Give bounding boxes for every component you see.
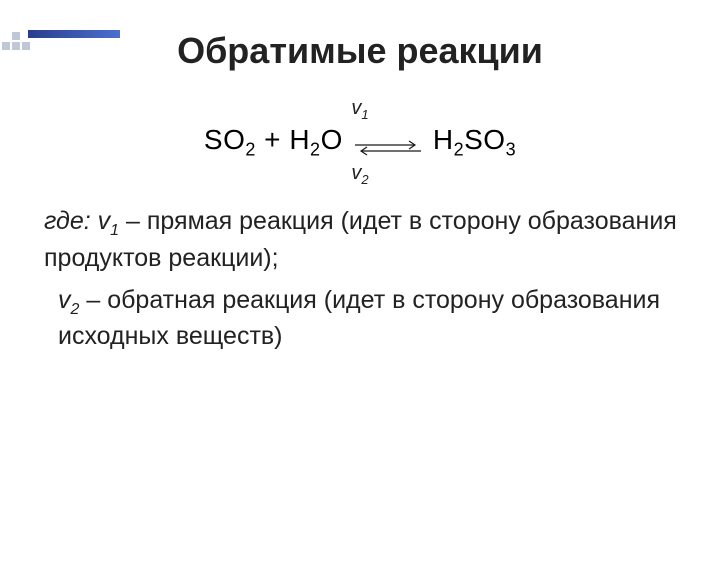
v2-symbol: v — [351, 162, 361, 184]
chem-plus: + — [256, 124, 289, 155]
v2-def-symbol: v — [58, 286, 71, 314]
v1-def-text: – прямая реакция (идет в сторону образов… — [44, 207, 677, 272]
definition-v1: где: v1 – прямая реакция (идет в сторону… — [44, 205, 680, 275]
equation-row: SO2 + H2O H2SO3 — [0, 123, 720, 161]
chem-h2: H — [433, 124, 454, 155]
v1-symbol: v — [351, 97, 361, 119]
v2-label: v2 — [0, 161, 720, 188]
decor-square — [12, 32, 20, 40]
chem-o: O — [321, 124, 343, 155]
definitions-block: где: v1 – прямая реакция (идет в сторону… — [0, 205, 720, 354]
v2-subscript: 2 — [361, 172, 368, 187]
products: H2SO3 — [433, 123, 516, 161]
decor-bar — [28, 30, 120, 38]
equilibrium-arrows-icon — [353, 132, 423, 152]
reactants: SO2 + H2O — [204, 123, 343, 161]
chem-sub-2c: 2 — [454, 139, 465, 159]
v1-def-symbol: v — [98, 207, 111, 235]
v1-subscript: 1 — [361, 107, 368, 122]
chem-so: SO — [204, 124, 245, 155]
definition-v2: v2 – обратная реакция (идет в сторону об… — [44, 284, 680, 354]
gde-label: где: — [44, 207, 98, 235]
v1-def-sub: 1 — [110, 222, 119, 239]
decor-square — [12, 42, 20, 50]
corner-decoration — [0, 30, 120, 60]
chem-sub-2b: 2 — [310, 139, 321, 159]
chem-sub-3: 3 — [506, 139, 517, 159]
decor-square — [22, 42, 30, 50]
equation-block: v1 SO2 + H2O H2SO3 v2 — [0, 96, 720, 187]
chem-sub-2a: 2 — [245, 139, 256, 159]
v1-label: v1 — [0, 96, 720, 123]
chem-h: H — [289, 124, 310, 155]
v2-def-text: – обратная реакция (идет в сторону образ… — [58, 286, 660, 351]
decor-square — [2, 42, 10, 50]
chem-so-p: SO — [464, 124, 505, 155]
